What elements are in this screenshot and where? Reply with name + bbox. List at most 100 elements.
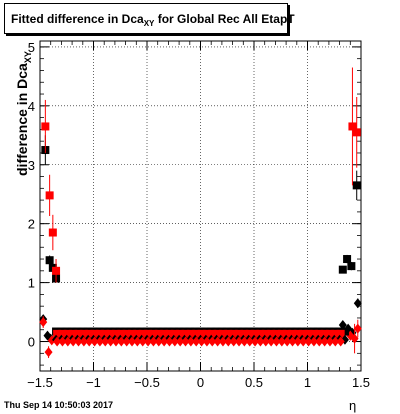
data-point-square <box>315 329 324 338</box>
data-point-square <box>218 329 227 338</box>
data-point-square <box>74 329 83 338</box>
data-point-square <box>331 329 340 338</box>
data-point-diamond <box>277 336 286 347</box>
data-point-square <box>272 329 281 338</box>
data-point-square <box>288 329 297 338</box>
data-point-square <box>165 329 174 338</box>
data-point-diamond <box>331 336 340 347</box>
data-point-diamond <box>353 298 362 309</box>
data-point-square <box>63 329 72 338</box>
data-point-square <box>48 228 57 237</box>
y-tick-label: 4 <box>28 99 35 114</box>
axis-ticks <box>39 41 362 371</box>
y-tick-label: 5 <box>28 40 35 55</box>
data-point-square <box>348 122 357 131</box>
data-point-diamond <box>69 336 78 347</box>
data-point-square <box>304 329 313 338</box>
data-point-square <box>352 128 361 137</box>
data-point-square <box>267 329 276 338</box>
data-point-square <box>256 329 265 338</box>
data-point-diamond <box>218 336 227 347</box>
data-point-diamond <box>272 336 281 347</box>
data-point-diamond <box>133 336 142 347</box>
data-point-diamond <box>85 336 94 347</box>
data-point-diamond <box>176 336 185 347</box>
data-point-diamond <box>229 336 238 347</box>
data-point-diamond <box>267 336 276 347</box>
x-tick-label: −0.5 <box>134 375 160 390</box>
data-point-diamond <box>63 336 72 347</box>
data-point-square <box>41 122 50 131</box>
data-point-square <box>202 329 211 338</box>
data-point-diamond <box>245 336 254 347</box>
data-point-square <box>58 329 67 338</box>
data-point-square <box>325 329 334 338</box>
data-point-square <box>347 262 356 271</box>
data-point-square <box>95 329 104 338</box>
data-point-square <box>208 329 217 338</box>
data-point-square <box>235 329 244 338</box>
data-point-diamond <box>240 336 249 347</box>
data-point-square <box>144 329 153 338</box>
data-point-square <box>181 329 190 338</box>
y-tick-label: 3 <box>28 158 35 173</box>
y-axis-label: difference in DcaXY <box>14 51 33 176</box>
data-point-diamond <box>293 336 302 347</box>
data-point-diamond <box>309 336 318 347</box>
data-point-diamond <box>283 336 292 347</box>
data-point-diamond <box>350 333 359 344</box>
data-point-square <box>336 329 345 338</box>
data-point-diamond <box>111 336 120 347</box>
data-point-square <box>192 329 201 338</box>
data-point-square <box>69 329 78 338</box>
data-point-diamond <box>90 336 99 347</box>
x-tick-label: 0.5 <box>245 375 263 390</box>
data-point-diamond <box>79 336 88 347</box>
data-point-diamond <box>192 336 201 347</box>
data-point-diamond <box>138 336 147 347</box>
data-point-square <box>149 329 158 338</box>
data-point-square <box>117 329 126 338</box>
data-point-square <box>170 329 179 338</box>
data-point-diamond <box>336 336 345 347</box>
x-tick-label: −1 <box>86 375 101 390</box>
chart-title-box: Fitted difference in DcaXY for Global Re… <box>4 3 295 34</box>
data-point-diamond <box>353 323 362 334</box>
data-marks <box>39 67 362 359</box>
data-point-square <box>340 327 349 336</box>
data-point-square <box>283 329 292 338</box>
data-point-diamond <box>251 336 260 347</box>
data-point-diamond <box>106 336 115 347</box>
data-point-square <box>309 329 318 338</box>
y-tick-label: 0 <box>28 335 35 350</box>
data-point-square <box>52 266 61 275</box>
data-point-diamond <box>128 336 137 347</box>
data-point-square <box>133 329 142 338</box>
x-tick-label: 0 <box>197 375 204 390</box>
data-point-square <box>90 329 99 338</box>
data-point-diamond <box>261 336 270 347</box>
data-point-square <box>229 329 238 338</box>
tick-labels: −1.5 −1 −0.5 0 0.5 1 1.5 0 1 2 3 4 5 <box>27 40 370 390</box>
data-point-square <box>45 256 54 265</box>
data-point-square <box>224 329 233 338</box>
data-point-diamond <box>304 336 313 347</box>
y-tick-label: 1 <box>28 276 35 291</box>
data-point-square <box>299 329 308 338</box>
data-point-diamond <box>53 336 62 347</box>
data-point-diamond <box>235 336 244 347</box>
data-point-square <box>213 329 222 338</box>
data-point-diamond <box>325 336 334 347</box>
data-point-square <box>128 329 137 338</box>
data-point-diamond <box>154 336 163 347</box>
data-point-diamond <box>101 336 110 347</box>
data-point-square <box>154 329 163 338</box>
data-point-square <box>186 329 195 338</box>
data-point-square <box>343 255 352 264</box>
data-point-square <box>261 329 270 338</box>
data-point-diamond <box>122 336 131 347</box>
data-point-diamond <box>95 336 104 347</box>
data-point-diamond <box>117 336 126 347</box>
data-point-diamond <box>44 347 53 358</box>
data-point-square <box>245 329 254 338</box>
